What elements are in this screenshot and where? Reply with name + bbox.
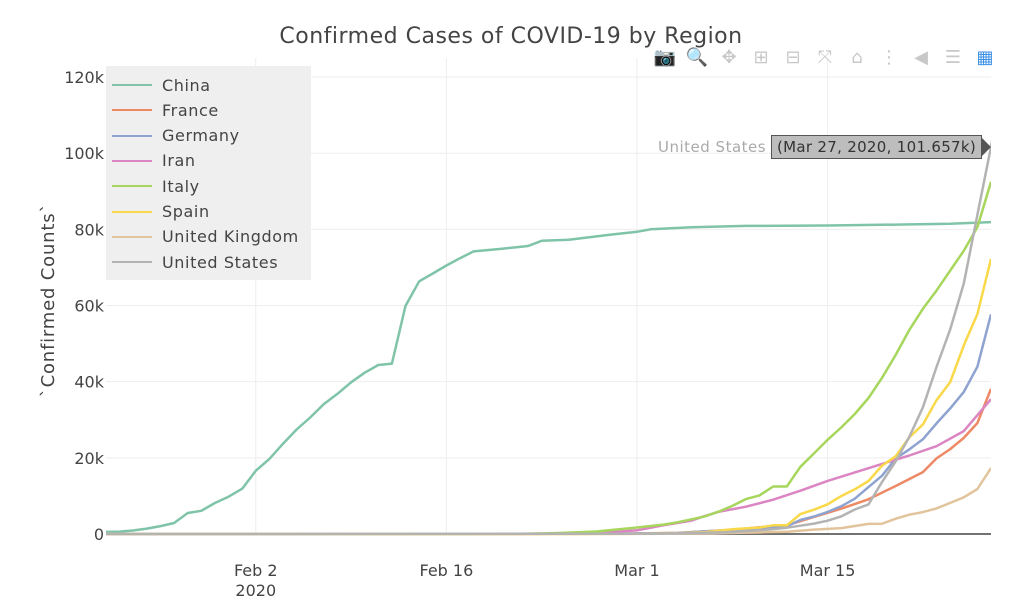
legend-item-italy[interactable]: Italy: [112, 174, 200, 198]
hover-tooltip-arrow: [982, 137, 991, 156]
modebar: 📷 🔍 ✥ ⊞ ⊟ ⤧ ⌂ ⋮ ◀ ☰ ▦: [652, 44, 998, 70]
legend-swatch: [112, 134, 152, 137]
series-line-united-states[interactable]: [106, 71, 1005, 536]
legend-item-united-kingdom[interactable]: United Kingdom: [112, 225, 299, 249]
legend-swatch: [112, 185, 152, 188]
legend-item-china[interactable]: China: [112, 73, 211, 97]
legend-swatch: [112, 235, 152, 238]
chart-title: Confirmed Cases of COVID-19 by Region: [279, 24, 743, 49]
x-tick-label: Mar 15: [800, 561, 856, 580]
y-tick-label: 0: [94, 525, 104, 544]
x-tick-label: Feb 2: [234, 561, 278, 580]
zoom-icon[interactable]: 🔍: [685, 46, 709, 68]
legend-label: United States: [162, 252, 279, 272]
series-line-iran[interactable]: [106, 398, 991, 536]
series-line-united-kingdom[interactable]: [106, 467, 991, 536]
legend-swatch: [112, 159, 152, 162]
y-tick-label: 100k: [64, 144, 105, 163]
y-tick-label: 40k: [74, 373, 104, 392]
series-line-china[interactable]: [106, 220, 991, 534]
legend-item-france[interactable]: France: [112, 98, 219, 122]
hover-tooltip: (Mar 27, 2020, 101.657k): [771, 134, 983, 159]
camera-icon[interactable]: 📷: [653, 46, 677, 68]
legend-swatch: [112, 210, 152, 213]
y-tick-label: 120k: [64, 68, 105, 87]
plotly-logo-icon[interactable]: ▦: [976, 46, 994, 68]
x-tick-sublabel: 2020: [235, 581, 276, 600]
home-icon[interactable]: ⌂: [851, 46, 863, 68]
y-tick-label: 60k: [74, 297, 104, 316]
legend-label: Iran: [162, 151, 196, 171]
x-tick-label: Mar 1: [614, 561, 659, 580]
legend-item-spain[interactable]: Spain: [112, 200, 210, 224]
legend-label: Italy: [162, 176, 200, 196]
series-lines: [106, 71, 1005, 536]
zoom-in-icon[interactable]: ⊞: [753, 46, 769, 68]
legend-swatch: [112, 109, 152, 112]
autoscale-icon[interactable]: ⤧: [817, 46, 833, 68]
legend-item-united-states[interactable]: United States: [112, 250, 278, 274]
hover-series-label: United States: [658, 137, 767, 156]
series-line-italy[interactable]: [106, 181, 991, 536]
legend-swatch: [112, 261, 152, 264]
pan-icon[interactable]: ✥: [721, 46, 737, 68]
zoom-out-icon[interactable]: ⊟: [785, 46, 801, 68]
y-tick-label: 80k: [74, 220, 104, 239]
x-tick-label: Feb 16: [419, 561, 473, 580]
series-line-spain[interactable]: [106, 258, 991, 536]
spike-lines-icon[interactable]: ⋮: [880, 46, 898, 68]
legend-item-germany[interactable]: Germany: [112, 124, 240, 148]
legend-label: France: [162, 100, 219, 120]
y-axis-title: `Confirmed Counts`: [38, 203, 59, 397]
legend-label: Spain: [162, 202, 210, 221]
hover-closest-icon[interactable]: ◀: [914, 46, 928, 68]
hover-compare-icon[interactable]: ☰: [944, 46, 962, 68]
series-line-germany[interactable]: [106, 313, 991, 536]
legend-label: China: [162, 75, 211, 95]
legend-swatch: [112, 84, 152, 86]
legend-label: United Kingdom: [162, 227, 299, 247]
y-tick-label: 20k: [74, 449, 104, 468]
legend: China France Germany Iran Italy Spain United K…: [106, 66, 311, 280]
legend-label: Germany: [162, 126, 240, 146]
legend-item-iran[interactable]: Iran: [112, 149, 196, 173]
